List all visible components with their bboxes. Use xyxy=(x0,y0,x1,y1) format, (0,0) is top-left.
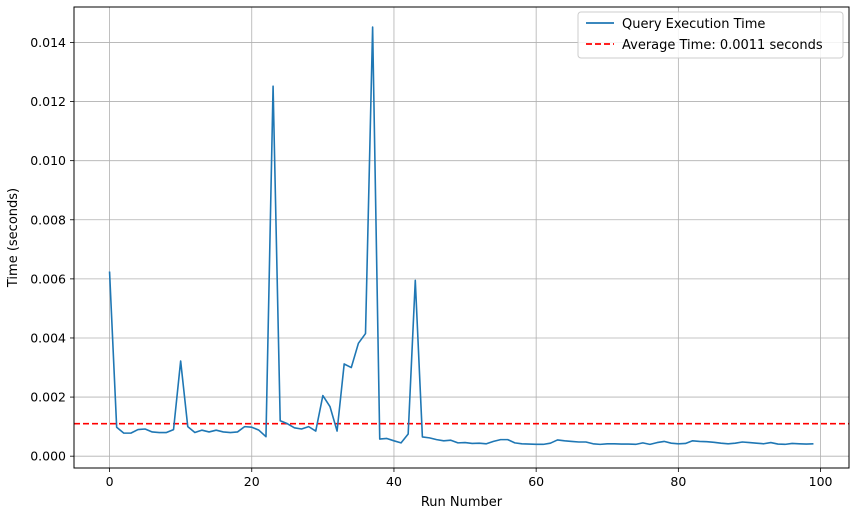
x-tick-label: 80 xyxy=(670,474,686,489)
x-tick-label: 20 xyxy=(244,474,260,489)
y-tick-label: 0.008 xyxy=(30,212,66,227)
x-tick-label: 40 xyxy=(386,474,402,489)
legend-box xyxy=(577,11,844,59)
series-group xyxy=(108,26,814,446)
y-tick-label: 0.004 xyxy=(30,330,66,345)
y-tick-label: 0.014 xyxy=(30,35,66,50)
x-axis-ticks: 0 20 40 60 80 100 xyxy=(106,468,833,489)
x-tick-label: 60 xyxy=(528,474,544,489)
plot-frame xyxy=(73,6,850,469)
y-axis-label: Time (seconds) xyxy=(6,188,21,288)
legend-label-average-time: Average Time: 0.0011 seconds xyxy=(622,38,823,53)
y-tick-label: 0.006 xyxy=(30,271,66,286)
legend-label-query-time: Query Execution Time xyxy=(622,17,765,32)
y-tick-label: 0.000 xyxy=(30,449,66,464)
x-axis-label: Run Number xyxy=(421,495,503,510)
plot-area xyxy=(74,7,849,468)
x-tick-label: 100 xyxy=(809,474,833,489)
legend: Query Execution Time Average Time: 0.001… xyxy=(577,11,844,59)
y-tick-label: 0.010 xyxy=(30,153,66,168)
y-tick-label: 0.002 xyxy=(30,390,66,405)
y-axis-ticks: 0.000 0.002 0.004 0.006 0.008 0.010 0.012 0.014 xyxy=(30,35,74,464)
query-execution-time-line xyxy=(108,26,814,446)
x-tick-label: 0 xyxy=(106,474,114,489)
y-tick-label: 0.012 xyxy=(30,94,66,109)
